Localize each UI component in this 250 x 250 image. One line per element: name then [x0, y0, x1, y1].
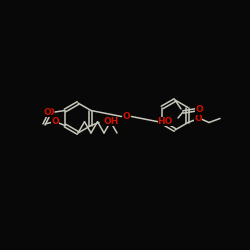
Text: O: O	[122, 112, 130, 121]
Text: O: O	[51, 117, 59, 126]
Text: OH: OH	[104, 117, 119, 126]
Text: O: O	[194, 114, 202, 123]
Text: HO: HO	[158, 116, 173, 126]
Text: O: O	[195, 106, 203, 114]
Text: O: O	[46, 108, 54, 117]
Text: O: O	[43, 108, 51, 117]
